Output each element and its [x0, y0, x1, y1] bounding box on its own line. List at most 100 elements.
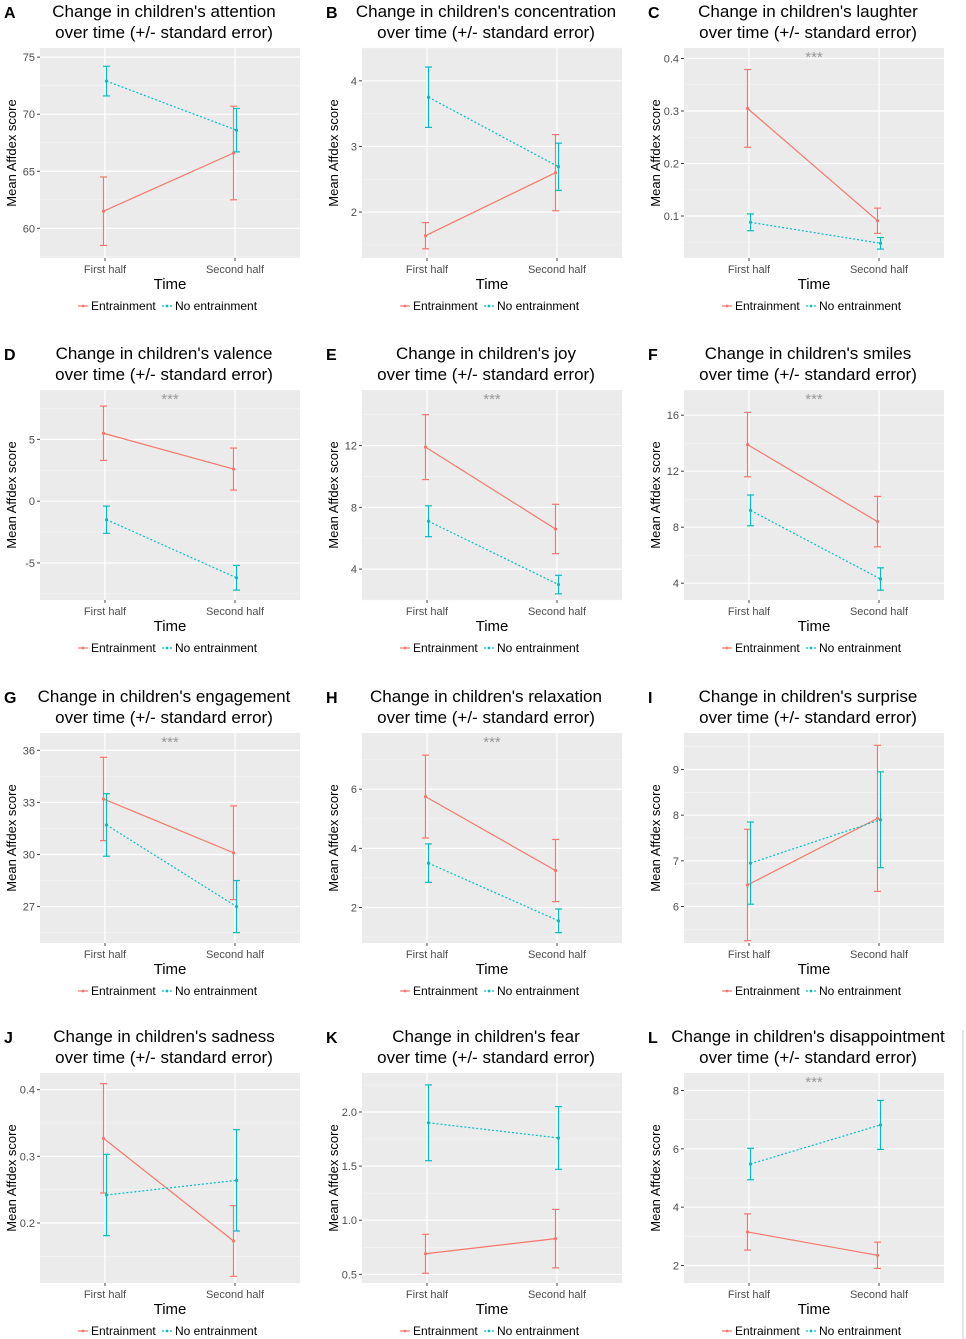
x-tick-label: First half	[406, 949, 449, 961]
x-tick-label: Second half	[528, 606, 587, 618]
data-point	[234, 1178, 239, 1182]
series-line-entrainment	[747, 1231, 878, 1256]
panel-label: G	[4, 690, 16, 707]
series-line-entrainment	[103, 798, 234, 854]
y-tick-label: 33	[23, 797, 35, 809]
y-tick-label: 27	[23, 902, 35, 914]
chart-panel-h: H Change in children's relaxation over tim…	[326, 687, 622, 998]
y-tick-label: 75	[23, 52, 35, 64]
legend-key-point	[165, 646, 169, 650]
legend-key-point	[403, 1329, 407, 1333]
legend-label: Entrainment	[91, 299, 156, 313]
series-line-no-entrainment	[106, 80, 237, 131]
x-tick-label: First half	[728, 1289, 771, 1301]
x-axis-label: Time	[798, 1301, 831, 1318]
data-point	[234, 128, 239, 132]
legend-label: No entrainment	[819, 1324, 902, 1338]
panel-label: B	[326, 5, 338, 22]
chart-title-line: Change in children's engagement	[38, 687, 291, 706]
y-tick-label: 4	[351, 564, 357, 576]
y-tick-label: 12	[345, 441, 357, 453]
data-point	[234, 904, 239, 909]
legend-key-point	[809, 304, 813, 308]
significance-marker: ***	[161, 734, 179, 751]
legend-key-point	[487, 304, 491, 308]
data-point	[748, 508, 753, 512]
y-tick-label: -5	[25, 558, 35, 570]
series-line-entrainment	[103, 432, 234, 470]
panel-label: A	[4, 5, 16, 22]
data-point	[878, 1123, 883, 1127]
y-axis-label: Mean Affdex score	[4, 441, 19, 548]
y-tick-label: 30	[23, 849, 35, 861]
data-point	[748, 861, 753, 865]
legend-label: Entrainment	[735, 984, 800, 998]
legend-key-point	[487, 1329, 491, 1333]
x-tick-label: First half	[84, 949, 127, 961]
y-tick-label: 2	[351, 207, 357, 219]
y-tick-label: 2	[351, 903, 357, 915]
y-tick-label: 0.2	[664, 159, 679, 171]
y-tick-label: 6	[673, 1144, 679, 1156]
legend-key-point	[809, 646, 813, 650]
x-tick-label: First half	[84, 606, 127, 618]
y-axis-label: Mean Affdex score	[4, 99, 19, 206]
legend-label: Entrainment	[91, 641, 156, 655]
chart-title-line: Change in children's fear	[392, 1027, 580, 1046]
legend-label: Entrainment	[413, 299, 478, 313]
legend-key-point	[809, 989, 813, 993]
y-tick-label: 0	[29, 496, 35, 508]
x-tick-label: First half	[728, 264, 771, 276]
chart-title-line: over time (+/- standard error)	[699, 23, 917, 42]
chart-title-line: over time (+/- standard error)	[377, 23, 595, 42]
x-tick-label: First half	[406, 606, 449, 618]
data-point	[231, 1239, 236, 1243]
data-point	[101, 1136, 106, 1140]
series-line-entrainment	[747, 817, 878, 886]
legend-label: Entrainment	[413, 641, 478, 655]
y-tick-label: 2.0	[342, 1107, 357, 1119]
data-point	[875, 520, 880, 524]
data-point	[875, 1253, 880, 1257]
series-line-no-entrainment	[106, 824, 237, 908]
y-axis-label: Mean Affdex score	[4, 1124, 19, 1231]
y-tick-label: 0.1	[664, 211, 679, 223]
x-tick-label: Second half	[206, 264, 265, 276]
y-tick-label: 5	[29, 434, 35, 446]
chart-title-line: Change in children's relaxation	[370, 687, 602, 706]
y-tick-label: 8	[673, 522, 679, 534]
data-point	[104, 79, 109, 83]
legend-label: Entrainment	[413, 984, 478, 998]
series-line-no-entrainment	[428, 96, 559, 168]
chart-title-line: Change in children's sadness	[53, 1027, 275, 1046]
significance-marker: ***	[483, 391, 501, 408]
chart-title-line: Change in children's joy	[396, 344, 576, 363]
data-point	[234, 576, 239, 580]
y-axis-label: Mean Affdex score	[648, 784, 663, 891]
legend-key-point	[487, 646, 491, 650]
data-point	[101, 209, 106, 213]
series-line-entrainment	[425, 446, 556, 530]
x-axis-label: Time	[476, 961, 509, 978]
y-tick-label: 6	[673, 901, 679, 913]
data-point	[556, 165, 561, 169]
y-tick-label: 70	[23, 109, 35, 121]
y-axis-label: Mean Affdex score	[326, 784, 341, 891]
chart-panel-k: K Change in children's fear over time (+/-…	[326, 1027, 622, 1338]
series-line-entrainment	[747, 444, 878, 523]
x-tick-label: Second half	[528, 949, 587, 961]
legend-key-point	[725, 646, 729, 650]
data-point	[101, 797, 106, 801]
panel-label: C	[648, 5, 660, 22]
legend-label: Entrainment	[735, 299, 800, 313]
data-point	[748, 1162, 753, 1166]
x-axis-label: Time	[476, 1301, 509, 1318]
plot-background	[40, 48, 300, 258]
series-line-entrainment	[103, 1137, 234, 1242]
legend-key-point	[725, 304, 729, 308]
data-point	[101, 431, 106, 435]
significance-marker: ***	[805, 49, 823, 66]
data-point	[556, 582, 561, 587]
y-axis-label: Mean Affdex score	[4, 784, 19, 891]
data-point	[426, 519, 431, 523]
